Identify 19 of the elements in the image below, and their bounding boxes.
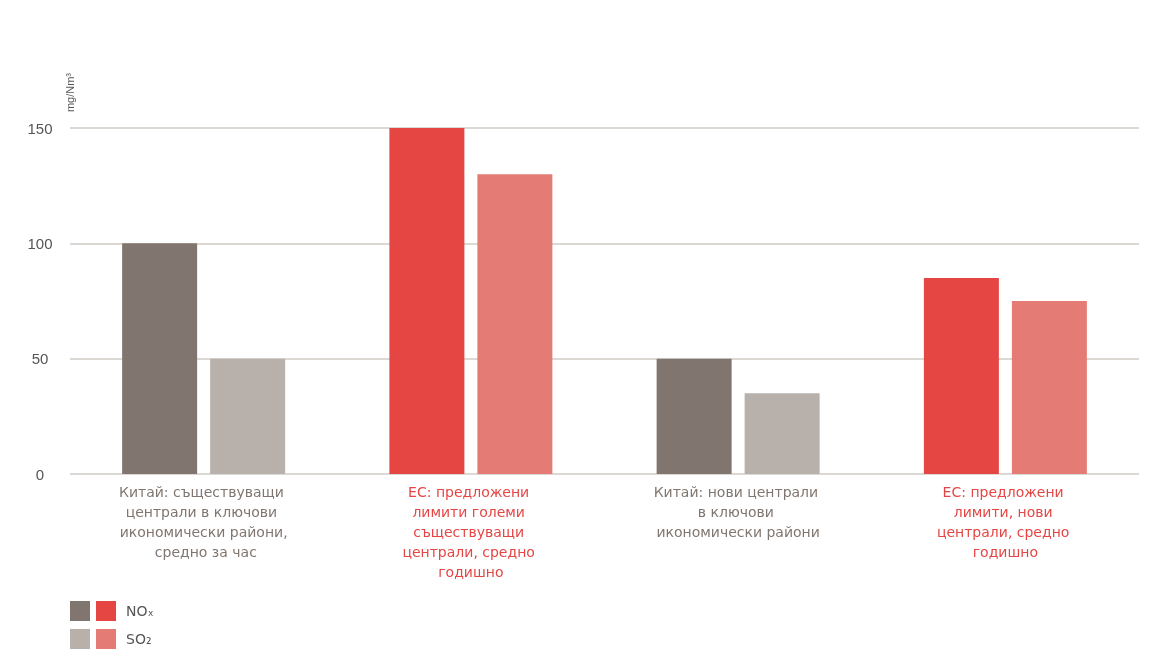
x-tick-label: Китай: нови централи в ключови икономически райони bbox=[653, 484, 823, 540]
y-tick-label: 50 bbox=[31, 350, 49, 368]
x-tick-label: Китай: съществуващи централи в ключови икономически райони, средно за час bbox=[118, 484, 289, 560]
bar bbox=[744, 393, 820, 474]
bar bbox=[477, 174, 553, 474]
bar bbox=[656, 358, 732, 474]
legend-label: SO₂ bbox=[126, 631, 152, 647]
bar bbox=[122, 243, 198, 474]
bar bbox=[1011, 301, 1087, 474]
bar bbox=[210, 358, 286, 474]
legend-label: NOₓ bbox=[126, 603, 154, 619]
y-tick-label: 100 bbox=[27, 234, 53, 252]
x-tick-label: ЕС: предложени лимити големи съществуващи централи, средно годишно bbox=[402, 484, 540, 580]
y-axis-title: mg/Nm³ bbox=[64, 72, 76, 113]
bar bbox=[389, 128, 465, 474]
x-tick-label: ЕС: предложени лимити, нови централи, средно годишно bbox=[936, 484, 1074, 560]
bar bbox=[923, 277, 999, 474]
y-tick-label: 150 bbox=[27, 119, 53, 137]
y-tick-label: 0 bbox=[35, 465, 45, 483]
